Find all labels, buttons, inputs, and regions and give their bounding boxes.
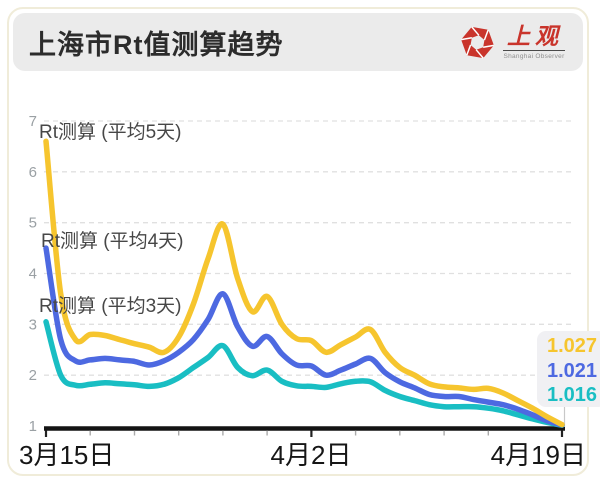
y-tick-label: 1 [29,418,37,435]
logo-gem-icon [461,25,494,59]
x-tick-label-middle: 4月2日 [271,440,352,470]
gridlines [44,120,574,376]
header-bar: 上海市Rt值测算趋势 上观 Shanghai Observer [13,13,583,71]
rt-line-chart: 1 2 3 4 5 6 7 Rt测算 (平均5天) Rt测算 (平均4天) Rt测算 (平均… [19,113,600,470]
value-label-box: 1.027 1.021 1.016 [537,331,600,407]
brand-logo: 上观 Shanghai Observer [459,24,567,61]
page-title: 上海市Rt值测算趋势 [29,29,284,60]
legend-5day: Rt测算 (平均5天) [39,121,182,143]
legend-3day: Rt测算 (平均3天) [39,295,182,317]
line-4day-avg [43,245,565,428]
end-value-3day: 1.016 [547,384,597,406]
legend-4day: Rt测算 (平均4天) [41,230,184,252]
line-5day-avg [43,138,565,428]
logo-text-block: 上观 Shanghai Observer [503,24,565,60]
y-axis-labels: 1 2 3 4 5 6 7 [29,113,37,435]
logo-en-text: Shanghai Observer [503,53,565,61]
value-label-box-bg [537,331,600,407]
x-tick-label-start: 3月15日 [19,440,114,470]
chart-card: 上海市Rt值测算趋势 上观 Shanghai Observer 1 2 3 4 5 [7,7,600,476]
y-tick-label: 7 [29,113,37,130]
end-value-4day: 1.021 [547,360,597,382]
logo-cn-text: 上观 [503,24,565,52]
end-value-5day: 1.027 [547,335,597,357]
line-3day-avg [43,319,565,428]
y-tick-label: 2 [29,367,37,384]
x-tick-label-end: 4月19日 [491,440,586,470]
x-axis-ticks [44,430,564,437]
y-tick-label: 4 [29,266,37,283]
y-tick-label: 3 [29,316,37,333]
y-tick-label: 6 [29,164,37,181]
y-tick-label: 5 [29,215,37,232]
x-axis [44,426,565,437]
